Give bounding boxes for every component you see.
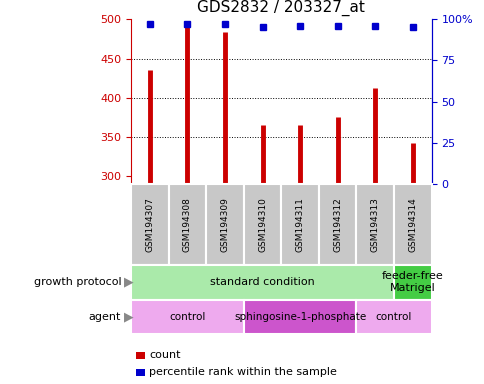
- Text: control: control: [169, 312, 205, 322]
- Bar: [318, 184, 356, 265]
- Text: agent: agent: [89, 312, 121, 322]
- Text: ▶: ▶: [123, 276, 133, 289]
- Text: GSM194308: GSM194308: [182, 197, 192, 252]
- Text: percentile rank within the sample: percentile rank within the sample: [149, 367, 336, 377]
- Text: standard condition: standard condition: [210, 277, 314, 287]
- Text: GSM194312: GSM194312: [333, 197, 342, 252]
- Title: GDS2832 / 203327_at: GDS2832 / 203327_at: [197, 0, 364, 17]
- Text: GSM194309: GSM194309: [220, 197, 229, 252]
- Text: control: control: [375, 312, 411, 322]
- Bar: [131, 184, 168, 265]
- Text: GSM194314: GSM194314: [408, 197, 417, 252]
- Bar: [131, 300, 243, 334]
- Text: feeder-free
Matrigel: feeder-free Matrigel: [381, 271, 443, 293]
- Bar: [356, 184, 393, 265]
- Text: sphingosine-1-phosphate: sphingosine-1-phosphate: [233, 312, 365, 322]
- Bar: [206, 184, 243, 265]
- Bar: [393, 265, 431, 300]
- Bar: [281, 184, 318, 265]
- Text: GSM194307: GSM194307: [145, 197, 154, 252]
- Bar: [356, 300, 431, 334]
- Text: GSM194310: GSM194310: [257, 197, 267, 252]
- Bar: [168, 184, 206, 265]
- Text: count: count: [149, 350, 181, 360]
- Bar: [243, 300, 356, 334]
- Bar: [393, 184, 431, 265]
- Text: growth protocol: growth protocol: [33, 277, 121, 287]
- Bar: [243, 184, 281, 265]
- Text: ▶: ▶: [123, 310, 133, 323]
- Text: GSM194313: GSM194313: [370, 197, 379, 252]
- Bar: [131, 265, 393, 300]
- Text: GSM194311: GSM194311: [295, 197, 304, 252]
